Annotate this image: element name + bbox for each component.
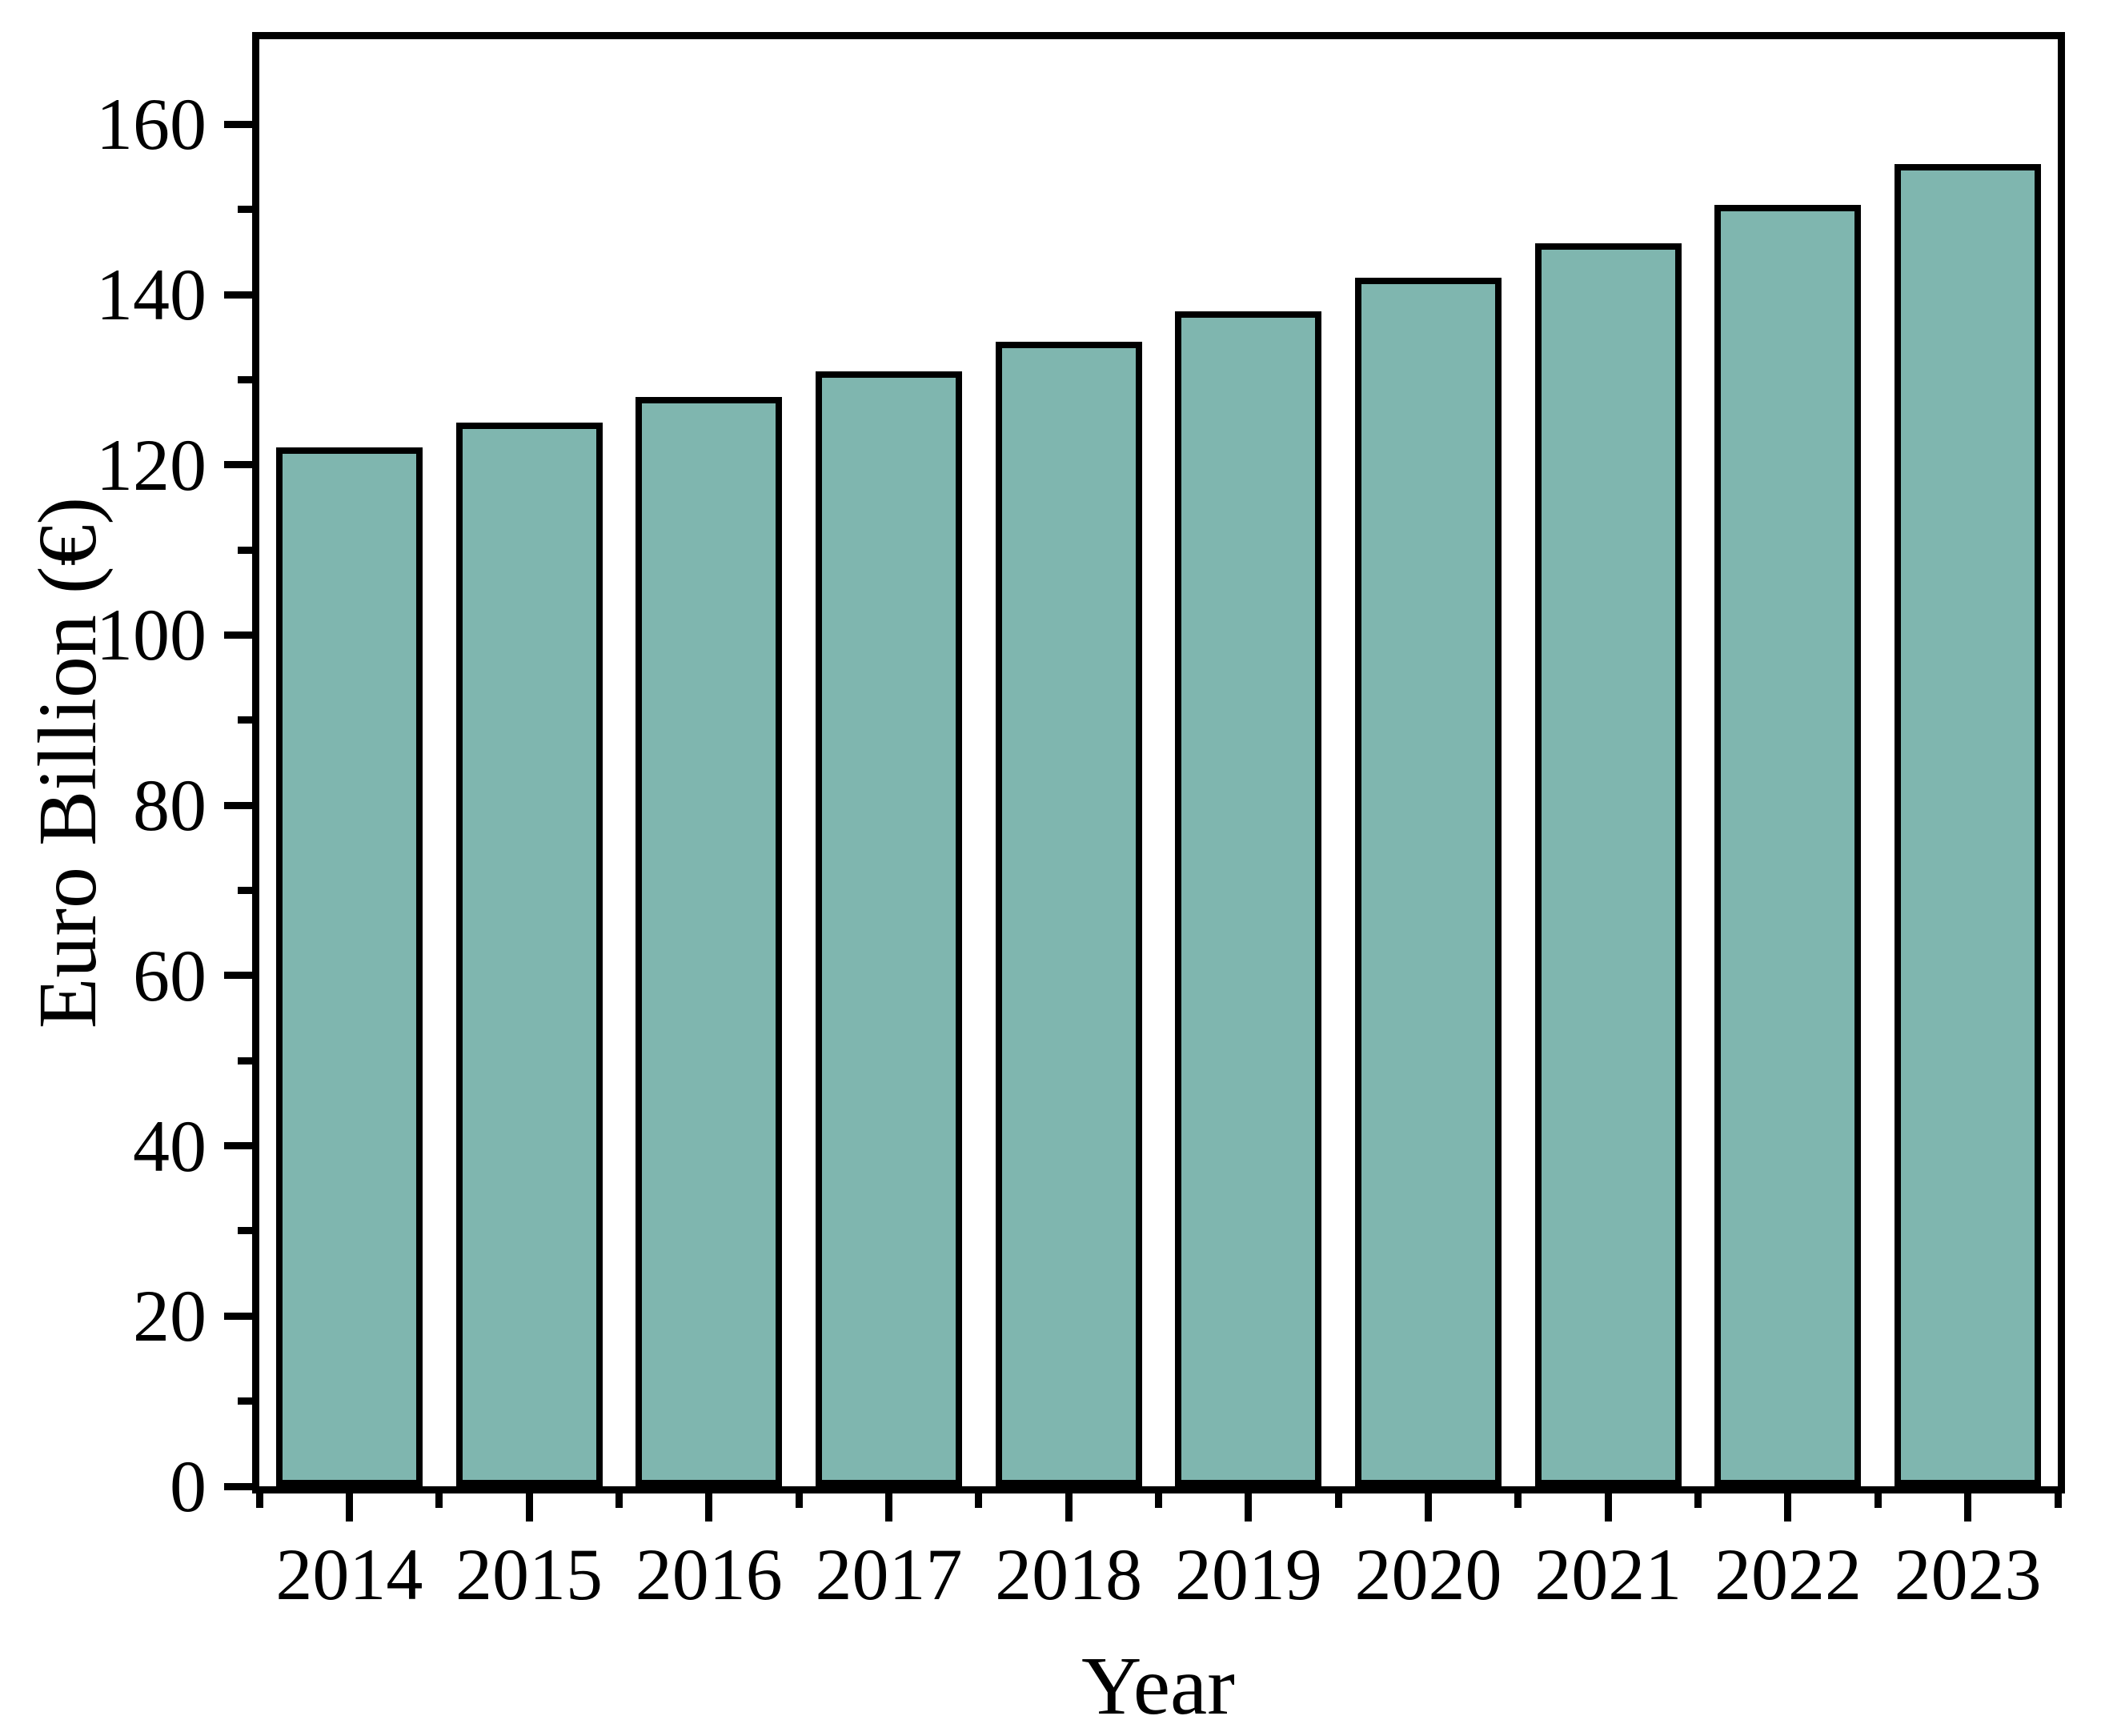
bar-2015 (455, 422, 603, 1486)
y-minor-tick (238, 716, 252, 724)
bar-2017 (815, 371, 962, 1486)
y-tick-label: 140 (96, 254, 206, 336)
y-tick-label: 40 (133, 1105, 206, 1187)
y-tick-label: 60 (133, 934, 206, 1016)
y-major-tick (224, 631, 252, 639)
y-minor-tick (238, 1056, 252, 1064)
y-major-tick (224, 461, 252, 469)
x-major-tick (1065, 1493, 1073, 1522)
y-minor-tick (238, 206, 252, 214)
x-tick-label: 2022 (1714, 1534, 1862, 1615)
bar-2018 (995, 341, 1142, 1486)
x-minor-tick (1874, 1493, 1882, 1508)
x-major-tick (884, 1493, 892, 1522)
bar-2016 (636, 396, 783, 1486)
y-minor-tick (238, 1397, 252, 1405)
y-axis-title: Euro Billion (€) (22, 496, 114, 1029)
x-minor-tick (1694, 1493, 1702, 1508)
x-tick-label: 2019 (1174, 1534, 1322, 1615)
y-major-tick (224, 1142, 252, 1150)
x-tick-label: 2018 (995, 1534, 1143, 1615)
x-major-tick (1604, 1493, 1612, 1522)
y-minor-tick (238, 375, 252, 383)
x-major-tick (1425, 1493, 1433, 1522)
y-major-tick (224, 291, 252, 299)
x-major-tick (1245, 1493, 1253, 1522)
x-minor-tick (1155, 1493, 1162, 1508)
y-minor-tick (238, 1227, 252, 1235)
y-tick-label: 100 (96, 594, 206, 676)
x-tick-label: 2015 (455, 1534, 603, 1615)
x-minor-tick (2054, 1493, 2062, 1508)
x-axis-title: Year (1081, 1640, 1235, 1732)
bar-2020 (1355, 277, 1502, 1486)
x-minor-tick (435, 1493, 443, 1508)
y-minor-tick (238, 546, 252, 554)
x-tick-label: 2014 (275, 1534, 423, 1615)
y-tick-label: 80 (133, 764, 206, 847)
x-tick-label: 2016 (635, 1534, 783, 1615)
x-minor-tick (1334, 1493, 1342, 1508)
x-tick-label: 2017 (815, 1534, 963, 1615)
bar-2022 (1714, 205, 1862, 1486)
x-major-tick (1784, 1493, 1792, 1522)
bar-2021 (1534, 243, 1682, 1486)
x-tick-label: 2021 (1534, 1534, 1682, 1615)
y-tick-label: 120 (96, 423, 206, 506)
bar-2019 (1175, 311, 1322, 1486)
x-tick-label: 2020 (1354, 1534, 1502, 1615)
x-minor-tick (615, 1493, 623, 1508)
y-tick-label: 20 (133, 1275, 206, 1357)
y-major-tick (224, 972, 252, 980)
y-minor-tick (238, 887, 252, 895)
x-minor-tick (975, 1493, 983, 1508)
x-minor-tick (795, 1493, 803, 1508)
y-major-tick (224, 120, 252, 128)
y-tick-label: 160 (96, 83, 206, 166)
y-tick-label: 0 (170, 1445, 206, 1527)
y-major-tick (224, 1312, 252, 1320)
x-major-tick (345, 1493, 353, 1522)
x-major-tick (705, 1493, 713, 1522)
x-minor-tick (255, 1493, 263, 1508)
y-major-tick (224, 801, 252, 809)
x-major-tick (525, 1493, 533, 1522)
y-major-tick (224, 1482, 252, 1490)
bar-2014 (275, 447, 423, 1486)
x-major-tick (1964, 1493, 1972, 1522)
x-tick-label: 2023 (1894, 1534, 2042, 1615)
x-minor-tick (1514, 1493, 1522, 1508)
bar-2023 (1895, 164, 2042, 1486)
